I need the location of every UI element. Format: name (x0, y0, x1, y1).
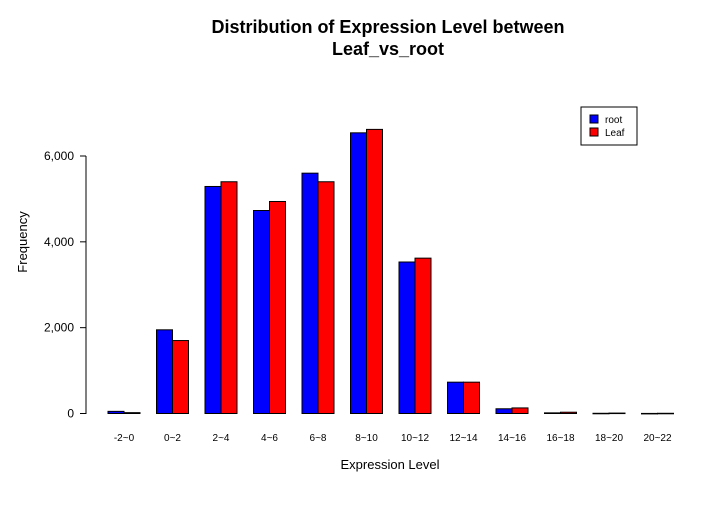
bar-leaf-14-16 (511, 407, 529, 415)
x-tick-label: 10~12 (401, 433, 430, 444)
x-tick-label: 0~2 (164, 433, 181, 444)
bar-root-6-8 (301, 172, 319, 414)
chart-title-line2: Leaf_vs_root (332, 39, 444, 59)
bar-leaf-16-18 (560, 411, 577, 414)
x-tick-label: 18~20 (595, 433, 624, 444)
bar-leaf-2-0 (123, 412, 141, 414)
bar-leaf-12-14 (463, 381, 480, 415)
y-axis: 0 2,000 4,000 6,000 (44, 149, 86, 421)
bar-root-12-14 (447, 381, 464, 415)
bar-root-16-18 (544, 412, 561, 415)
bar-leaf-4-6 (269, 200, 286, 414)
x-tick-label: 14~16 (498, 433, 527, 444)
chart-title-line1: Distribution of Expression Level between (211, 17, 564, 37)
bar-leaf-18-20 (608, 412, 626, 415)
bar-leaf-2-4 (220, 181, 238, 414)
x-tick-label: 16~18 (546, 433, 575, 444)
x-axis-label: Expression Level (341, 457, 440, 472)
bar-root-2-4 (204, 185, 222, 414)
bar-root-18-20 (592, 412, 610, 415)
x-tick-label: 2~4 (213, 433, 230, 444)
y-tick-label: 4,000 (44, 235, 74, 249)
y-tick-label: 2,000 (44, 321, 74, 335)
legend-swatch-leaf (589, 127, 599, 137)
bar-leaf-8-10 (366, 128, 383, 414)
legend: root Leaf (580, 106, 638, 146)
x-tick-label: -2~0 (114, 433, 135, 444)
x-tick-label: 6~8 (310, 433, 327, 444)
x-tick-label: 12~14 (449, 433, 478, 444)
x-tick-label: 4~6 (261, 433, 278, 444)
bar-leaf-20-22 (657, 412, 674, 415)
x-tick-label: 8~10 (355, 433, 378, 444)
bar-root-2-0 (107, 410, 125, 414)
bar-leaf-0-2 (172, 340, 189, 414)
x-tick-label: 20~22 (643, 433, 672, 444)
y-tick-label: 0 (67, 407, 74, 421)
bar-root-8-10 (350, 132, 367, 414)
bar-leaf-6-8 (317, 181, 335, 414)
bar-root-10-12 (398, 261, 416, 415)
legend-swatch-root (589, 114, 599, 124)
bar-root-14-16 (495, 408, 513, 415)
legend-box (580, 106, 638, 146)
bar-leaf-10-12 (414, 257, 432, 414)
legend-label-leaf: Leaf (605, 128, 625, 139)
x-axis-labels: -2~0 0~2 2~4 4~6 6~8 8~10 10~12 12~14 14~16 16~18… (114, 433, 672, 444)
y-axis-label: Frequency (15, 211, 30, 273)
legend-label-root: root (605, 115, 622, 126)
y-tick-label: 6,000 (44, 149, 74, 163)
bar-root-4-6 (253, 210, 270, 414)
bars (107, 128, 674, 415)
bar-root-0-2 (156, 329, 173, 414)
bar-root-20-22 (641, 412, 658, 415)
